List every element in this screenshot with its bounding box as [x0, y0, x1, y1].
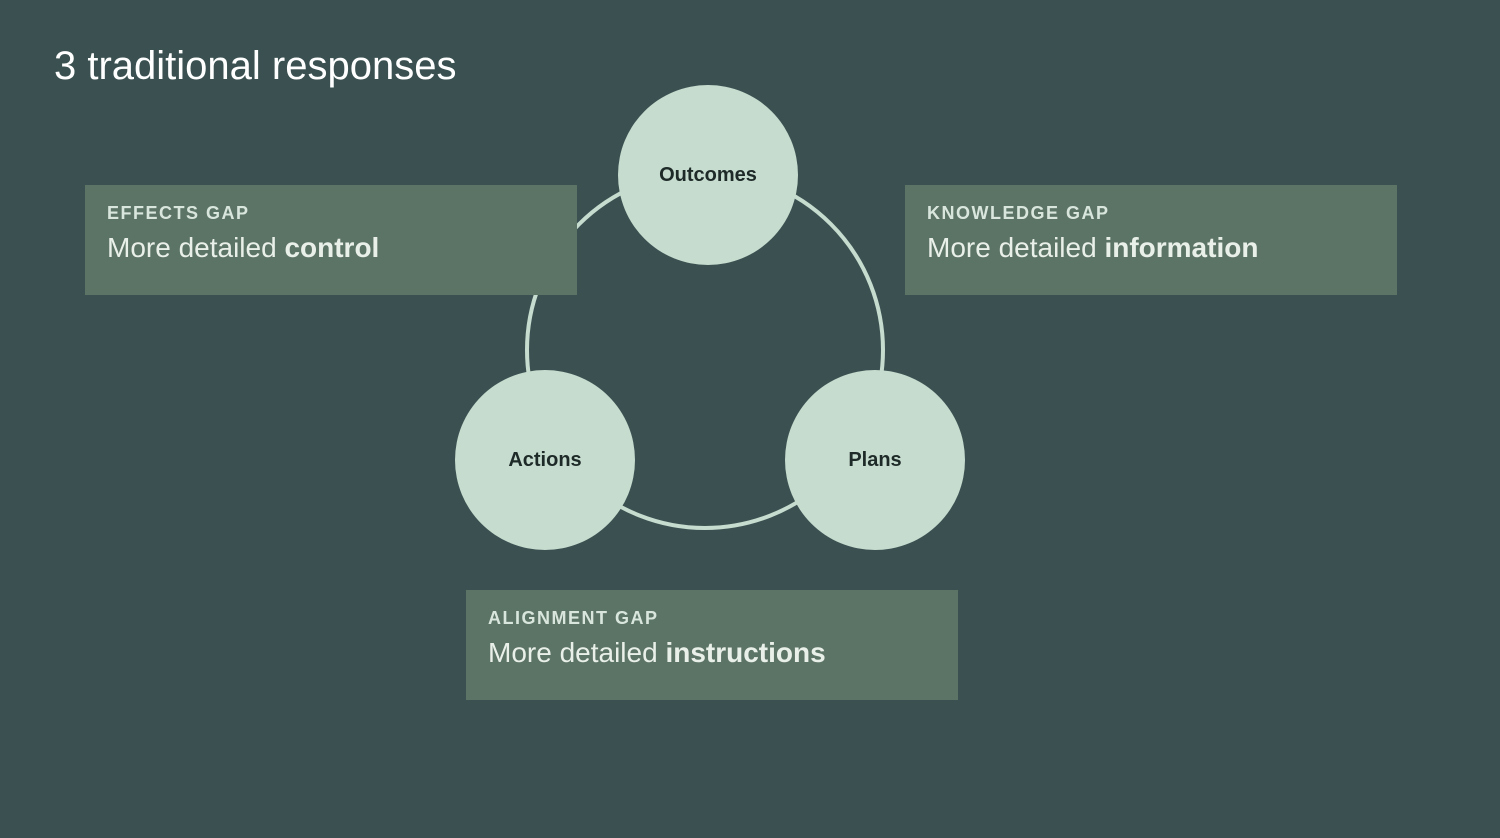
card-alignment-gap-body-bold: instructions [665, 637, 825, 668]
card-knowledge-gap-body: More detailed information [927, 232, 1375, 264]
node-plans-label: Plans [848, 449, 901, 472]
card-effects-gap-body-pre: More detailed [107, 232, 284, 263]
card-alignment-gap-body-pre: More detailed [488, 637, 665, 668]
card-knowledge-gap-label: KNOWLEDGE GAP [927, 203, 1375, 224]
node-actions: Actions [455, 370, 635, 550]
card-knowledge-gap-body-pre: More detailed [927, 232, 1104, 263]
card-knowledge-gap-body-bold: information [1104, 232, 1258, 263]
node-outcomes: Outcomes [618, 85, 798, 265]
card-effects-gap-body-bold: control [284, 232, 379, 263]
card-alignment-gap: ALIGNMENT GAP More detailed instructions [466, 590, 958, 700]
card-effects-gap-label: EFFECTS GAP [107, 203, 555, 224]
card-knowledge-gap: KNOWLEDGE GAP More detailed information [905, 185, 1397, 295]
card-effects-gap: EFFECTS GAP More detailed control [85, 185, 577, 295]
slide-title: 3 traditional responses [54, 44, 456, 89]
node-plans: Plans [785, 370, 965, 550]
card-alignment-gap-body: More detailed instructions [488, 637, 936, 669]
node-outcomes-label: Outcomes [659, 164, 757, 187]
card-effects-gap-body: More detailed control [107, 232, 555, 264]
card-alignment-gap-label: ALIGNMENT GAP [488, 608, 936, 629]
node-actions-label: Actions [508, 449, 581, 472]
slide-root: 3 traditional responses Outcomes Actions… [0, 0, 1500, 838]
